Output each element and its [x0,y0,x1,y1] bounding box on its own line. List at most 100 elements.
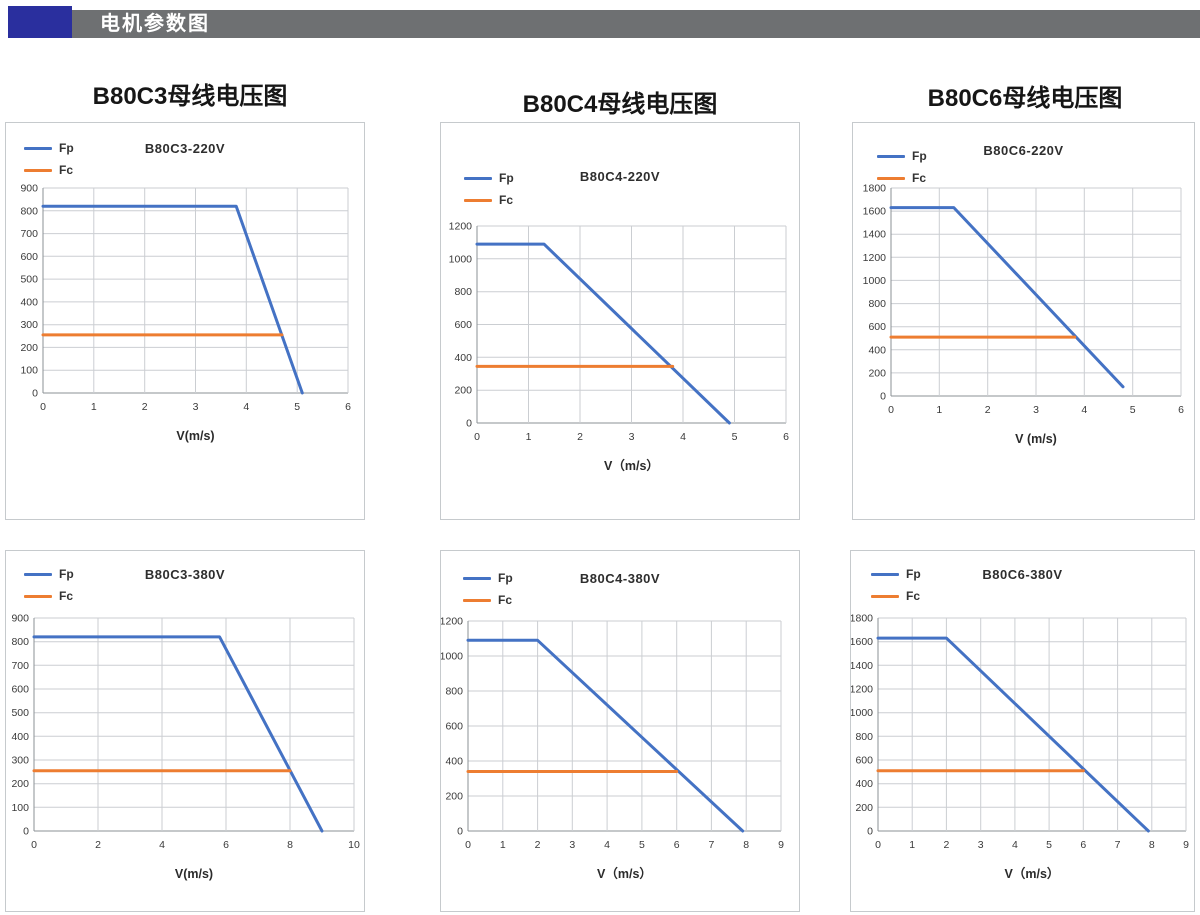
fc-line-swatch [463,598,491,602]
svg-text:0: 0 [474,431,480,443]
svg-text:0: 0 [457,826,463,838]
svg-text:10: 10 [348,839,360,851]
svg-text:0: 0 [867,826,873,838]
fc-line-swatch [24,168,52,172]
svg-text:0: 0 [880,391,886,403]
svg-text:V(m/s): V(m/s) [175,867,213,881]
svg-text:2: 2 [142,401,148,413]
svg-text:600: 600 [20,251,38,263]
svg-text:3: 3 [978,839,984,851]
fp-line-swatch [464,176,492,180]
legend-label-fc: Fc [59,589,74,603]
svg-text:100: 100 [20,365,38,377]
chart-legend: Fp Fc [871,563,921,607]
svg-text:200: 200 [11,778,29,790]
svg-text:900: 900 [11,613,29,625]
chart-title: B80C4-220V [579,169,661,184]
chart-box-b80c6-380v: Fp Fc B80C6-380V 0 200 400 600 800 1000 1200 14… [850,550,1195,912]
column-title-b80c6: B80C6母线电压图 [927,85,1123,112]
svg-text:0: 0 [875,839,881,851]
svg-text:0: 0 [888,404,894,416]
svg-text:900: 900 [20,183,38,195]
legend-item-fp: Fp [463,567,513,589]
legend-label-fc: Fc [59,163,74,177]
svg-text:200: 200 [445,791,463,803]
svg-text:400: 400 [868,344,886,356]
chart-legend: Fp Fc [24,137,74,181]
svg-text:5: 5 [732,431,738,443]
svg-text:9: 9 [778,839,784,851]
svg-text:800: 800 [20,205,38,217]
svg-text:2: 2 [535,839,541,851]
svg-text:700: 700 [20,228,38,240]
svg-text:1400: 1400 [851,660,873,672]
svg-text:V（m/s）: V（m/s） [604,458,659,473]
svg-text:300: 300 [20,319,38,331]
fc-line-swatch [877,176,905,180]
chart-box-b80c3-220v: Fp Fc B80C3-220V 0 100 200 300 400 500 600 700 8… [5,122,365,520]
legend-label-fc: Fc [912,171,927,185]
legend-item-fp: Fp [871,563,921,585]
svg-text:700: 700 [11,660,29,672]
svg-text:1000: 1000 [441,651,463,663]
chart-legend: Fp Fc [463,567,513,611]
svg-text:1: 1 [500,839,506,851]
svg-text:800: 800 [445,686,463,698]
svg-text:200: 200 [20,342,38,354]
svg-text:8: 8 [1149,839,1155,851]
svg-text:600: 600 [445,721,463,733]
svg-text:1: 1 [909,839,915,851]
svg-text:9: 9 [1183,839,1189,851]
svg-text:0: 0 [465,839,471,851]
svg-text:2: 2 [985,404,991,416]
svg-text:7: 7 [708,839,714,851]
svg-text:8: 8 [287,839,293,851]
chart-title: B80C4-380V [579,571,661,586]
fp-line-swatch [24,572,52,576]
column-title-b80c3: B80C3母线电压图 [92,83,288,110]
svg-text:V（m/s）: V（m/s） [1005,866,1060,881]
svg-text:800: 800 [11,636,29,648]
svg-text:0: 0 [32,388,38,400]
legend-item-fc: Fc [877,167,927,189]
plot-area: 0 200 400 600 800 1000 1200 1400 1600 1800 0 1 2 3 4 5 6… [851,613,1189,882]
chart-title: B80C6-220V [983,143,1064,158]
svg-text:0: 0 [466,418,472,430]
svg-text:200: 200 [855,802,873,814]
svg-text:7: 7 [1115,839,1121,851]
svg-text:4: 4 [680,431,686,443]
svg-text:1200: 1200 [441,616,463,628]
svg-text:400: 400 [11,731,29,743]
svg-text:6: 6 [783,431,789,443]
svg-text:400: 400 [20,296,38,308]
svg-text:600: 600 [868,321,886,333]
svg-text:3: 3 [1033,404,1039,416]
svg-text:1800: 1800 [851,613,873,625]
svg-text:1200: 1200 [449,221,473,233]
legend-item-fp: Fp [24,137,74,159]
header-bar: 电机参数图 [72,10,1200,38]
chart-box-b80c3-380v: Fp Fc B80C3-380V 0 100 200 300 400 500 600 700 8… [5,550,365,912]
svg-text:800: 800 [868,298,886,310]
svg-text:600: 600 [11,684,29,696]
svg-text:5: 5 [1130,404,1136,416]
svg-text:200: 200 [454,385,472,397]
fc-line-swatch [871,594,899,598]
svg-text:2: 2 [943,839,949,851]
chart-legend: Fp Fc [24,563,74,607]
legend-item-fp: Fp [877,145,927,167]
header-accent-block [8,6,72,38]
svg-text:0: 0 [40,401,46,413]
svg-text:400: 400 [445,756,463,768]
legend-label-fc: Fc [906,589,921,603]
chart-box-b80c4-220v: Fp Fc B80C4-220V 0 200 400 600 800 1000 1200 0 1… [440,122,800,520]
svg-text:300: 300 [11,755,29,767]
svg-text:1200: 1200 [851,684,873,696]
svg-text:1000: 1000 [863,275,887,287]
svg-text:0: 0 [31,839,37,851]
svg-text:600: 600 [454,319,472,331]
svg-text:1: 1 [936,404,942,416]
svg-text:6: 6 [674,839,680,851]
chart-box-b80c6-220v: Fp Fc B80C6-220V 0 200 400 600 800 1000 1200 14… [852,122,1195,520]
